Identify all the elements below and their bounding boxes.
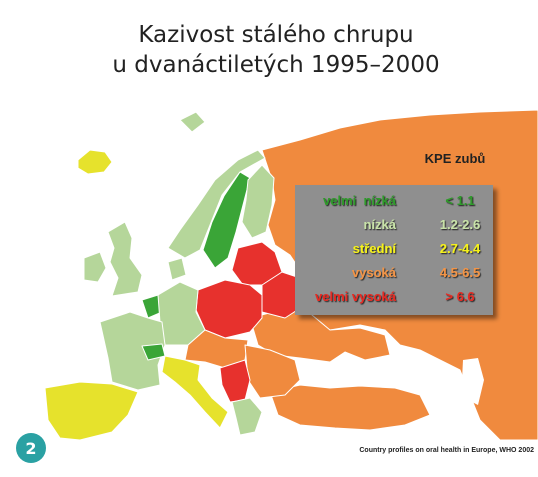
legend-range: 1.2-2.6: [440, 217, 480, 232]
country: [195, 279, 263, 339]
badge-number: 2: [25, 439, 36, 458]
legend-title: KPE zubů: [425, 151, 486, 166]
country: [244, 344, 301, 399]
legend-range: < 1.1: [445, 193, 474, 208]
country: [167, 149, 266, 259]
legend-box: [295, 185, 493, 315]
country: [179, 111, 206, 133]
country: [44, 381, 139, 441]
legend-label: velmi nízká: [323, 193, 397, 208]
legend-label: nízká: [363, 217, 396, 232]
country: [241, 164, 275, 239]
country: [231, 397, 263, 436]
legend-range: 2.7-4.4: [440, 241, 481, 256]
title-line: Kazivost stálého chrupu: [138, 22, 413, 48]
country: [161, 355, 229, 429]
country: [219, 359, 251, 403]
legend-range: 4.5-6.5: [440, 265, 480, 280]
country: [99, 311, 166, 391]
country: [77, 149, 113, 175]
legend-label: střední: [353, 241, 397, 256]
badge: [16, 433, 46, 463]
legend: velmi nízká < 1.1 nízká 1.2-2.6 střední 2.7-4…: [315, 193, 481, 304]
sea: [462, 358, 484, 405]
country: [107, 221, 143, 297]
legend-range: > 6.6: [445, 289, 474, 304]
country: [167, 257, 187, 281]
source: Country profiles on oral health in Europ…: [359, 447, 534, 454]
country: [83, 251, 107, 283]
legend-label: vysoká: [352, 265, 397, 280]
legend-label: velmi vysoká: [315, 289, 397, 304]
country: [269, 384, 431, 431]
title-line: u dvanáctiletých 1995–2000: [112, 52, 439, 78]
sea: [320, 358, 395, 385]
